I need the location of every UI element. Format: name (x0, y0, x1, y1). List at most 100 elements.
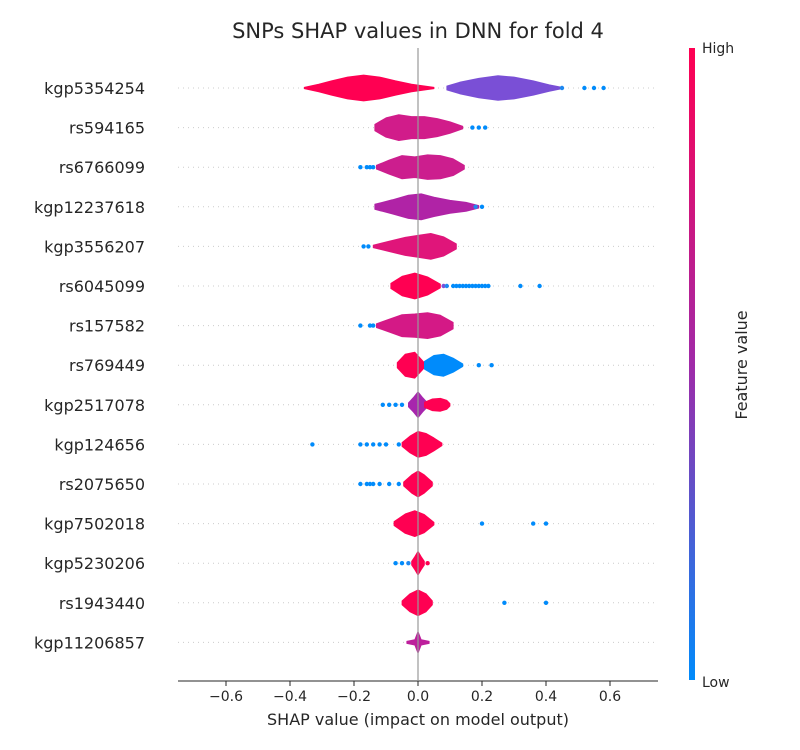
shap-point (358, 442, 363, 447)
shap-point (364, 165, 369, 170)
feature-row: rs6766099 (59, 154, 658, 180)
shap-point (377, 481, 382, 487)
shap-point (396, 481, 401, 487)
shap-point (383, 442, 389, 447)
shap-point (470, 283, 475, 289)
shap-point (371, 165, 376, 170)
violin-shape (446, 75, 563, 101)
feature-row: kgp11206857 (34, 631, 658, 654)
x-axis-label: SHAP value (impact on model output) (267, 710, 569, 729)
feature-rows: kgp5354254 rs594165 rs6766099 kgp12237618 kg… (34, 74, 658, 654)
x-tick-label: −0.4 (273, 689, 307, 705)
chart-title: SNPs SHAP values in DNN for fold 4 (232, 19, 604, 43)
shap-point (361, 244, 366, 249)
shap-point (476, 283, 481, 289)
feature-label: kgp7502018 (44, 515, 145, 534)
violin-shape (372, 233, 457, 260)
feature-label: rs6045099 (59, 277, 145, 296)
feature-row: rs594165 (69, 114, 658, 141)
shap-point (367, 165, 373, 170)
feature-label: kgp12237618 (34, 198, 145, 217)
shap-point (451, 283, 456, 289)
shap-point (367, 481, 373, 487)
feature-label: rs1943440 (59, 594, 145, 613)
shap-point (444, 283, 449, 289)
feature-row: rs157582 (69, 312, 658, 339)
feature-label: kgp3556207 (44, 237, 145, 256)
shap-point (358, 481, 363, 487)
shap-point (559, 85, 565, 91)
violin-shape (393, 510, 435, 537)
feature-label: rs594165 (69, 119, 145, 138)
shap-point (543, 521, 549, 526)
shap-point (310, 442, 315, 447)
shap-point (463, 283, 469, 289)
shap-point (479, 204, 485, 209)
shap-point (543, 600, 549, 605)
violin-shape (424, 397, 451, 412)
violin-shape (390, 272, 441, 300)
violin-shape (304, 74, 435, 102)
shap-point (531, 521, 536, 526)
shap-point (371, 323, 376, 328)
violin-shape (401, 431, 443, 458)
feature-row: rs1943440 (59, 589, 658, 617)
shap-point (425, 561, 430, 566)
shap-point (366, 244, 371, 249)
shap-point (502, 600, 507, 605)
feature-row: kgp3556207 (44, 233, 658, 260)
x-axis-ticks: −0.6 −0.4 −0.2 0.0 0.2 0.4 0.6 (209, 681, 621, 705)
colorbar-title: Feature value (732, 310, 751, 419)
feature-label: rs6766099 (59, 158, 145, 177)
feature-row: kgp5230206 (44, 550, 658, 576)
shap-point (467, 283, 472, 289)
shap-point (364, 442, 369, 447)
shap-point (399, 561, 405, 566)
shap-point (489, 363, 494, 368)
x-tick-label: 0.2 (471, 689, 493, 705)
shap-point (364, 481, 369, 487)
x-tick-label: 0.6 (599, 689, 621, 705)
feature-row: rs6045099 (59, 272, 658, 300)
shap-point (518, 283, 523, 289)
shap-point (457, 283, 462, 289)
shap-point (591, 85, 597, 91)
feature-label: kgp124656 (54, 435, 145, 454)
shap-point (377, 442, 382, 447)
shap-point (380, 402, 385, 407)
violin-shape (376, 312, 454, 339)
shap-point (441, 283, 446, 289)
shap-point (387, 402, 392, 407)
shap-point (582, 85, 587, 91)
x-tick-label: −0.2 (337, 689, 371, 705)
feature-row: kgp124656 (54, 431, 658, 458)
shap-point (387, 481, 392, 487)
shap-point (393, 561, 398, 566)
x-tick-label: 0.0 (407, 689, 429, 705)
feature-row: kgp12237618 (34, 193, 658, 221)
shap-point (470, 125, 475, 130)
shap-point (399, 402, 405, 407)
shap-point (460, 283, 465, 289)
shap-point (486, 283, 491, 289)
feature-row: kgp7502018 (44, 510, 658, 537)
shap-point (483, 283, 488, 289)
shap-point (473, 283, 478, 289)
feature-label: rs769449 (69, 356, 145, 375)
feature-label: kgp5354254 (44, 79, 145, 98)
shap-point (406, 561, 411, 566)
colorbar-high-label: High (702, 41, 734, 57)
shap-point (537, 283, 542, 289)
violin-shape (396, 351, 425, 379)
shap-point (358, 323, 363, 328)
shap-point (358, 165, 363, 170)
feature-label: kgp5230206 (44, 554, 145, 573)
shap-point (476, 363, 481, 368)
colorbar-low-label: Low (702, 675, 730, 691)
shap-point (393, 402, 398, 407)
shap-point (601, 85, 606, 91)
x-tick-label: −0.6 (209, 689, 243, 705)
shap-point (473, 204, 478, 209)
feature-label: kgp2517078 (44, 396, 145, 415)
